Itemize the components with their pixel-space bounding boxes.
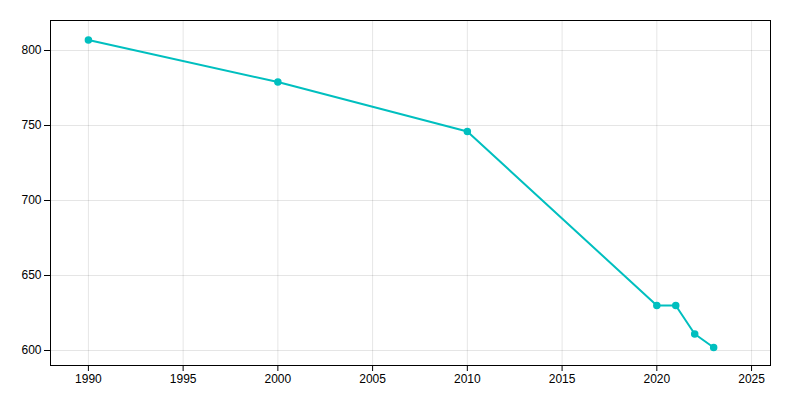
svg-text:2015: 2015 [549,372,576,386]
svg-text:2000: 2000 [265,372,292,386]
svg-text:2010: 2010 [454,372,481,386]
svg-text:2025: 2025 [738,372,765,386]
svg-text:750: 750 [21,118,41,132]
svg-text:700: 700 [21,193,41,207]
svg-text:1995: 1995 [170,372,197,386]
svg-text:600: 600 [21,343,41,357]
svg-text:800: 800 [21,43,41,57]
svg-text:1990: 1990 [75,372,102,386]
svg-text:2020: 2020 [643,372,670,386]
svg-text:2005: 2005 [359,372,386,386]
svg-text:650: 650 [21,268,41,282]
